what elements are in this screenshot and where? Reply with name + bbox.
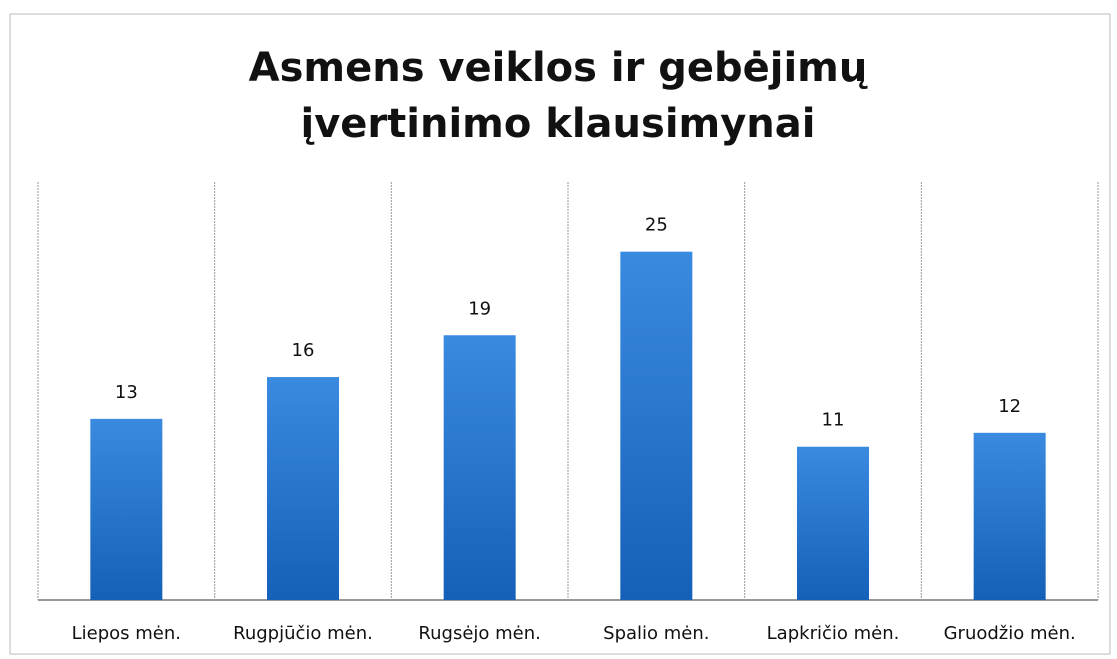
bar bbox=[267, 377, 339, 600]
data-label: 13 bbox=[115, 382, 138, 403]
data-label: 16 bbox=[292, 340, 315, 361]
bar bbox=[797, 446, 869, 600]
data-label: 25 bbox=[645, 215, 668, 236]
x-tick-label: Rugpjūčio mėn. bbox=[233, 623, 373, 644]
bar bbox=[90, 418, 163, 600]
data-label: 11 bbox=[822, 410, 845, 431]
bar bbox=[973, 432, 1046, 600]
data-label: 19 bbox=[468, 298, 491, 319]
data-label: 12 bbox=[998, 396, 1021, 417]
chart-title: Asmens veiklos ir gebėjimų įvertinimo kl… bbox=[248, 45, 868, 147]
chart-frame bbox=[9, 13, 1111, 655]
bar bbox=[620, 251, 693, 600]
x-tick-label: Rugsėjo mėn. bbox=[418, 623, 540, 644]
x-tick-label: Spalio mėn. bbox=[603, 623, 709, 644]
x-tick-label: Gruodžio mėn. bbox=[944, 623, 1076, 644]
bar bbox=[443, 335, 516, 600]
x-tick-label: Liepos mėn. bbox=[72, 623, 181, 644]
x-tick-label: Lapkričio mėn. bbox=[767, 623, 900, 644]
